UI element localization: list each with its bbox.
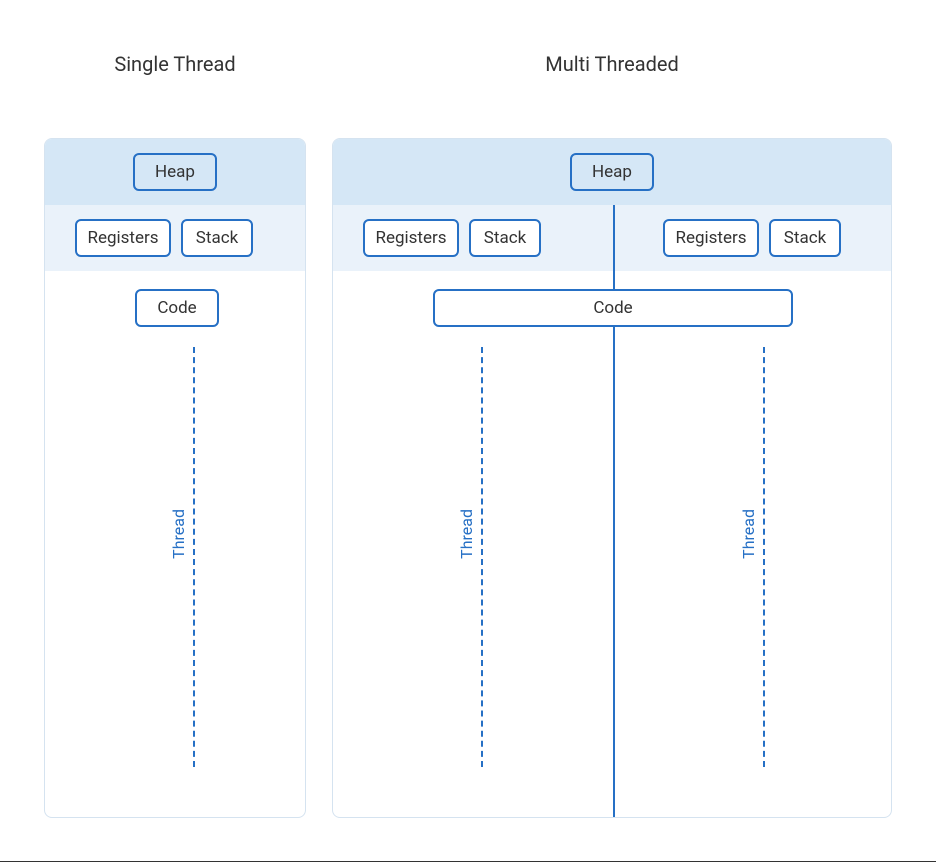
multi-thread-dash-1 — [481, 347, 483, 767]
multi-code-box: Code — [433, 289, 793, 327]
diagram-canvas: Single Thread Multi Threaded Heap Regist… — [0, 0, 936, 864]
multi-heap-box: Heap — [570, 153, 654, 191]
multi-threaded-title: Multi Threaded — [332, 52, 892, 76]
multi-stack-box-2: Stack — [769, 219, 841, 257]
single-heap-box: Heap — [133, 153, 217, 191]
single-stack-box: Stack — [181, 219, 253, 257]
single-thread-title: Single Thread — [44, 52, 306, 76]
single-thread-panel: Heap Registers Stack Code Thread — [44, 138, 306, 818]
multi-heap-strip: Heap — [333, 139, 891, 205]
single-thread-label: Thread — [169, 509, 188, 559]
multi-thread-dash-2 — [763, 347, 765, 767]
multi-registers-box-2: Registers — [663, 219, 759, 257]
multi-thread-label-2: Thread — [739, 509, 758, 559]
single-thread-dash — [193, 347, 195, 767]
single-registers-box: Registers — [75, 219, 171, 257]
bottom-separator — [0, 861, 936, 862]
multi-stack-box-1: Stack — [469, 219, 541, 257]
single-code-box: Code — [135, 289, 219, 327]
multi-thread-panel: Heap Registers Stack Registers Stack Cod… — [332, 138, 892, 818]
multi-thread-label-1: Thread — [457, 509, 476, 559]
multi-registers-box-1: Registers — [363, 219, 459, 257]
single-heap-strip: Heap — [45, 139, 305, 205]
